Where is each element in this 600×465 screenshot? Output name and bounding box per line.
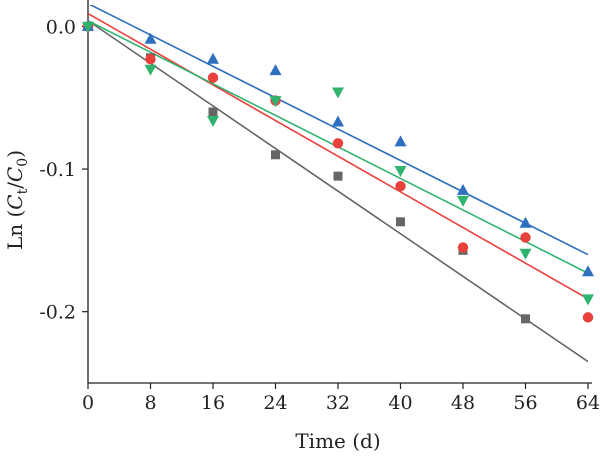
point-triangle-down [207, 116, 219, 128]
point-triangle-down [394, 165, 407, 177]
fit-lines [88, 5, 588, 363]
y-tick-label: -0.1 [39, 159, 76, 181]
y-axis-title-suffix: ) [3, 150, 27, 158]
y-axis-title-s1: t [15, 188, 31, 194]
point-triangle-down [457, 195, 469, 207]
point-triangle-up [332, 115, 344, 127]
y-axis-title: Ln (Ct/C0) [3, 150, 31, 250]
point-circle [145, 54, 156, 65]
x-tick-label: 24 [263, 392, 287, 414]
x-tick-label: 32 [326, 392, 350, 414]
point-triangle-up [457, 183, 469, 195]
y-axis-title-s2: 0 [15, 158, 31, 167]
point-triangle-up [207, 52, 219, 64]
fit-line-square [88, 20, 588, 363]
y-tick-label: 0.0 [46, 16, 76, 38]
x-tick-label: 56 [513, 392, 537, 414]
x-tick-label: 8 [144, 392, 156, 414]
y-axis-title-prefix: Ln ( [3, 210, 27, 250]
point-circle [520, 232, 531, 243]
point-square [333, 171, 343, 181]
x-tick-label: 16 [201, 392, 225, 414]
point-triangle-up [269, 64, 282, 76]
point-square [208, 107, 218, 117]
point-square [521, 314, 530, 324]
y-axis-title-c2: C [3, 167, 27, 182]
point-triangle-down [144, 64, 157, 76]
point-circle [332, 138, 344, 149]
point-circle [395, 180, 406, 192]
x-tick-label: 40 [388, 392, 412, 414]
point-triangle-up [519, 216, 532, 228]
fit-line-triangle-up [89, 5, 588, 256]
y-axis-title-c1: C [3, 194, 27, 209]
point-triangle-down [82, 21, 94, 33]
axes [82, 0, 592, 389]
x-tick-label: 0 [82, 392, 94, 414]
x-axis-title: Time (d) [295, 429, 380, 453]
point-triangle-up [144, 32, 157, 44]
point-circle [207, 72, 219, 83]
y-tick-labels: 0.0 -0.1 -0.2 [39, 16, 76, 323]
point-triangle-down [519, 248, 532, 260]
point-triangle-down [269, 96, 282, 108]
y-tick-label: -0.2 [39, 302, 76, 324]
fit-line-circle [88, 12, 588, 300]
x-tick-label: 48 [451, 392, 475, 414]
x-tick-labels: 0 8 16 24 32 40 48 56 64 [82, 392, 600, 414]
point-triangle-down [332, 87, 344, 99]
point-triangle-up [394, 135, 407, 147]
point-square [271, 150, 280, 160]
y-axis-title-slash: / [3, 182, 27, 189]
x-tick-label: 64 [576, 392, 600, 414]
data-points [82, 19, 594, 324]
point-triangle-down [582, 294, 594, 306]
point-triangle-up [582, 265, 594, 277]
point-circle [582, 312, 594, 323]
point-square [396, 217, 405, 227]
point-circle [457, 242, 469, 253]
